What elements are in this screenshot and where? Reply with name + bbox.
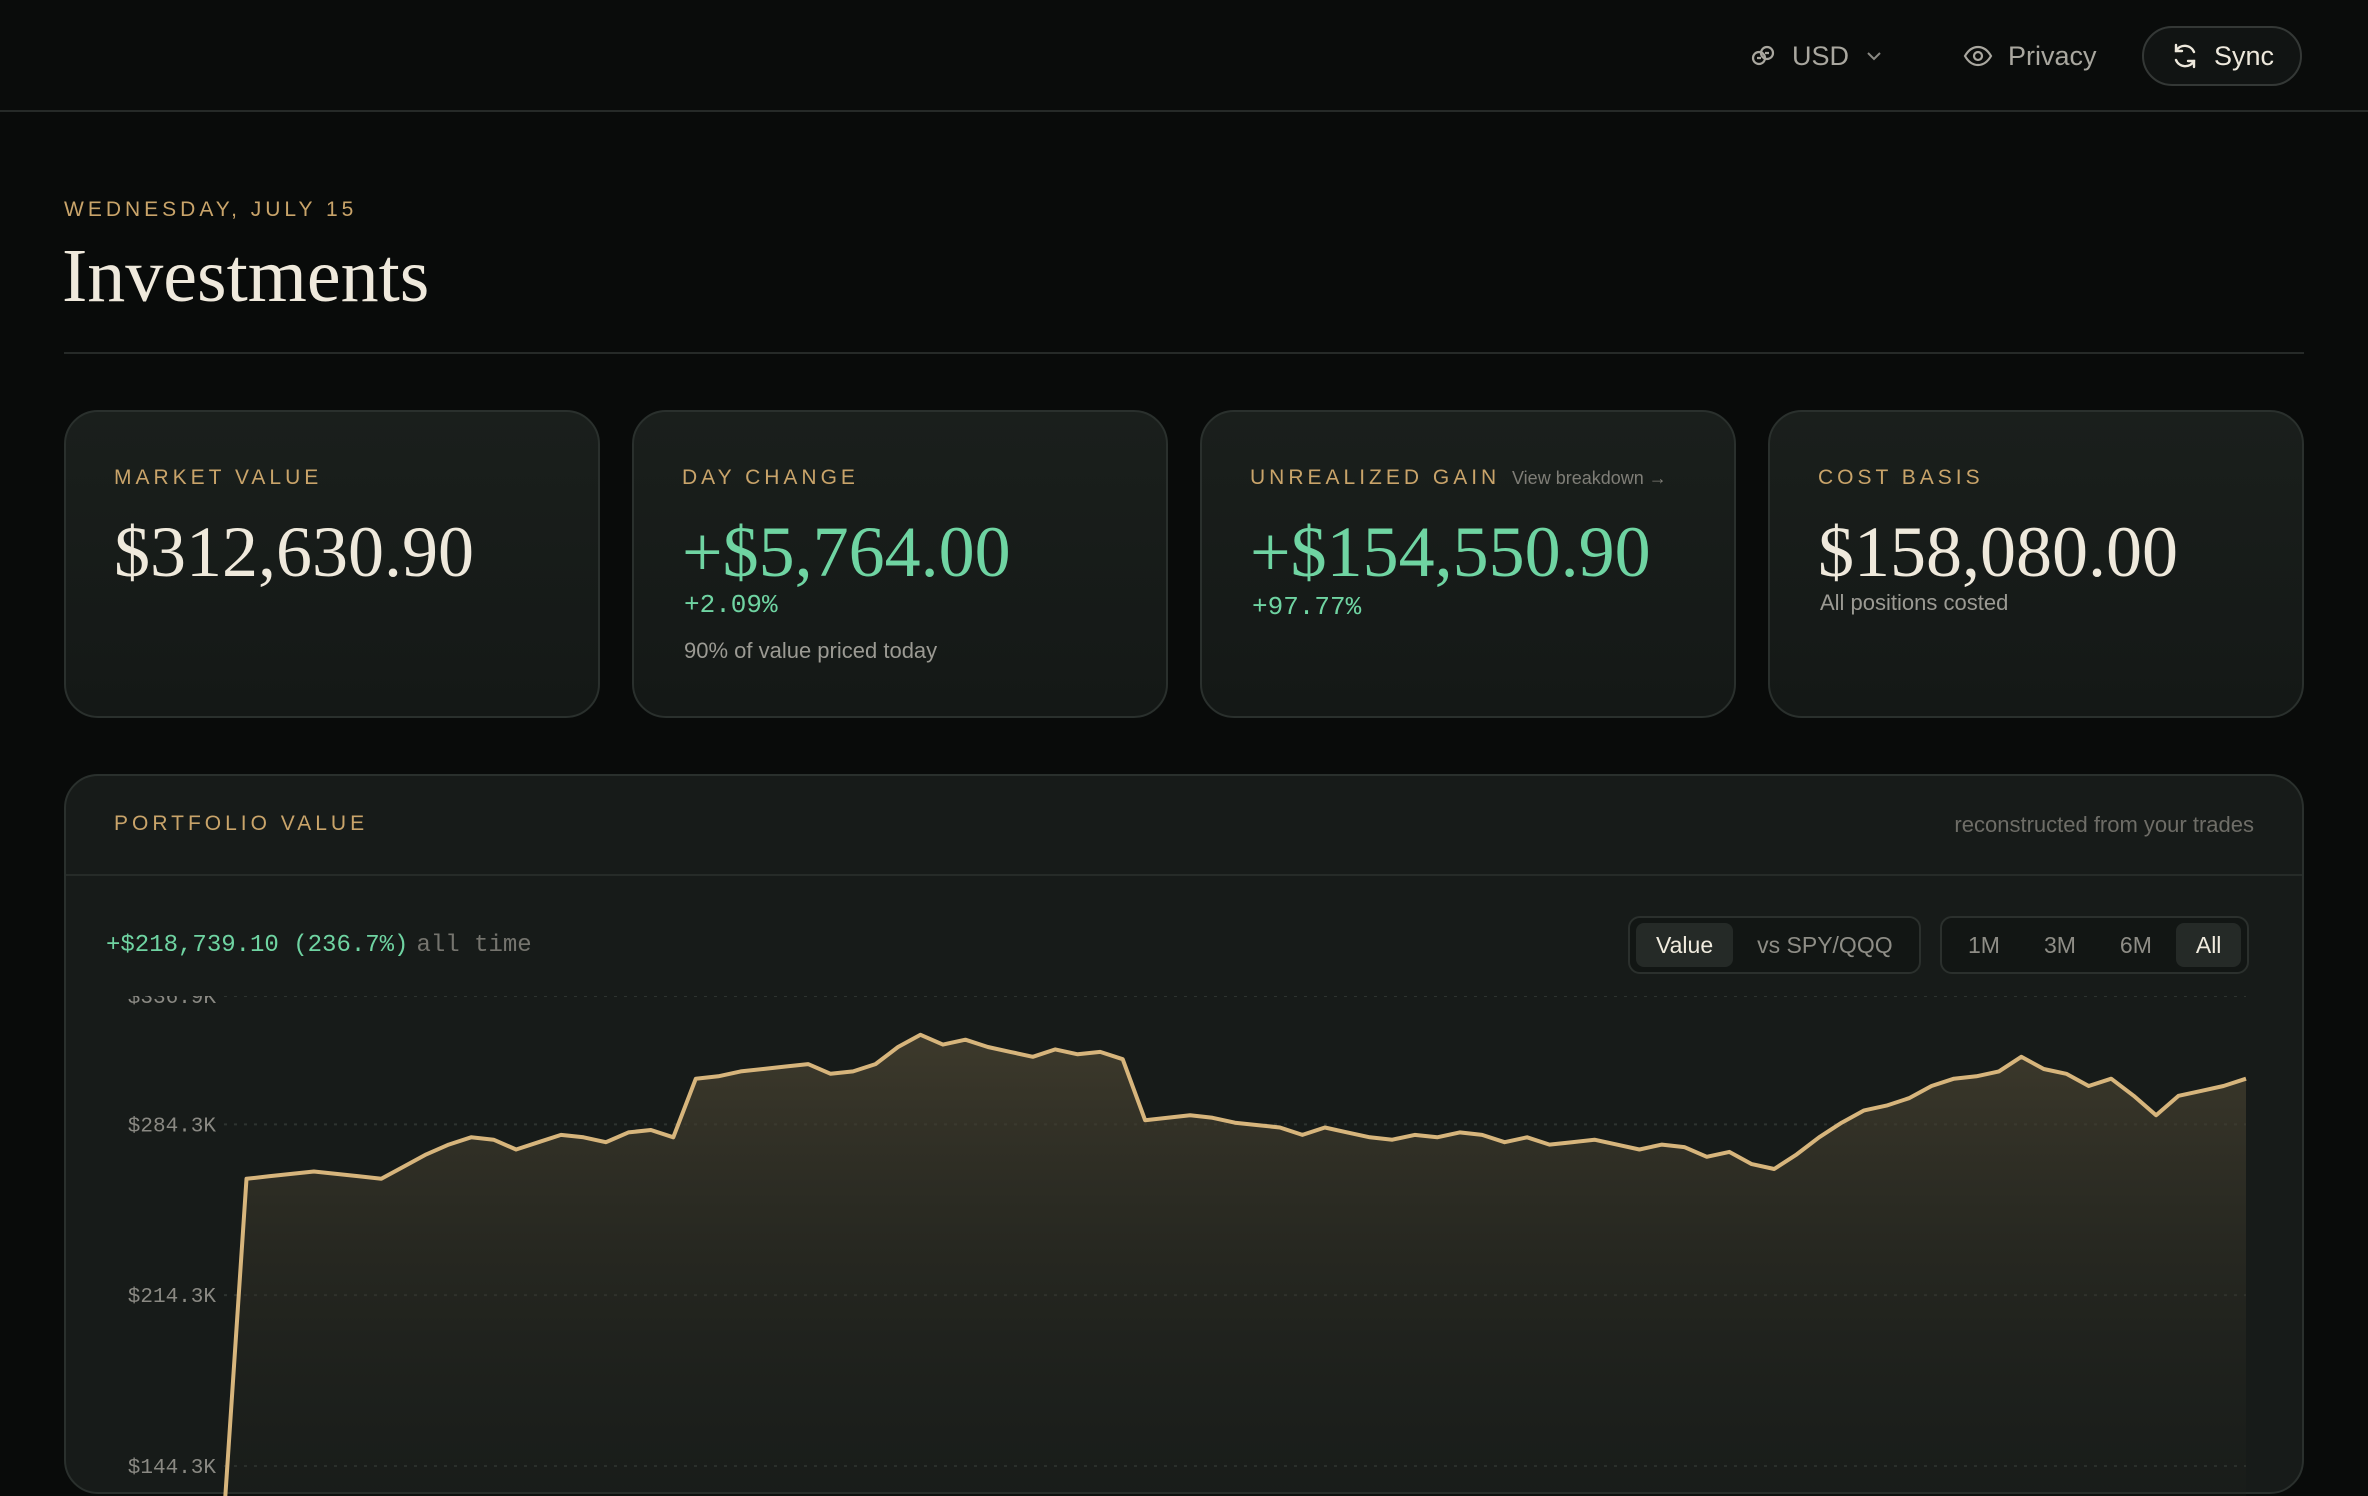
cost-basis-card: COST BASIS $158,080.00 All positions cos…	[1768, 410, 2304, 718]
privacy-label: Privacy	[2008, 40, 2097, 71]
card-label: COST BASIS	[1818, 466, 1984, 489]
card-label: MARKET VALUE	[114, 466, 323, 489]
header-divider	[64, 352, 2304, 354]
range-6m-option[interactable]: 6M	[2119, 931, 2152, 958]
page-title: Investments	[62, 234, 430, 318]
range-3m-option[interactable]: 3M	[2043, 931, 2076, 958]
sync-label: Sync	[2213, 40, 2275, 71]
currency-label: USD	[1792, 40, 1850, 71]
card-note: 90% of value priced today	[684, 638, 938, 663]
card-percent: +97.77%	[1252, 592, 1362, 622]
y-tick-label: $284.3K	[128, 1115, 217, 1138]
portfolio-value-panel: PORTFOLIO VALUE reconstructed from your …	[64, 774, 2304, 1496]
y-tick-label: $144.3K	[128, 1457, 217, 1480]
panel-note: reconstructed from your trades	[1954, 812, 2254, 837]
portfolio-value-chart: $336.9K $284.3K $214.3K $144.3K	[128, 996, 2247, 1496]
panel-title: PORTFOLIO VALUE	[114, 812, 369, 835]
alltime-gain: +$218,739.10 (236.7%)	[106, 932, 409, 959]
range-1m-option[interactable]: 1M	[1968, 931, 2000, 958]
card-note: All positions costed	[1820, 590, 2009, 615]
alltime-suffix: all time	[416, 932, 532, 959]
view-breakdown-link[interactable]: View breakdown →	[1512, 468, 1667, 488]
card-label: DAY CHANGE	[682, 466, 859, 489]
sync-button[interactable]: Sync	[2142, 26, 2302, 86]
page-date: WEDNESDAY, JULY 15	[64, 198, 358, 221]
card-value: +$5,764.00	[682, 512, 1011, 592]
portfolio-series-line	[223, 1032, 2247, 1496]
top-bar: USD Privacy Sync	[0, 0, 2368, 112]
time-range-toggle: 1M 3M 6M All	[1940, 916, 2250, 974]
card-value: $312,630.90	[114, 512, 474, 592]
mode-value-option[interactable]: Value	[1636, 923, 1734, 967]
refresh-icon	[2170, 41, 2200, 71]
market-value-card: MARKET VALUE $312,630.90	[64, 410, 600, 718]
y-tick-label: $214.3K	[128, 1286, 217, 1309]
privacy-toggle[interactable]: Privacy	[1962, 26, 2097, 86]
mode-benchmark-option[interactable]: vs SPY/QQQ	[1757, 931, 1893, 958]
portfolio-area	[225, 1034, 2246, 1496]
range-all-option[interactable]: All	[2175, 923, 2242, 967]
chart-mode-toggle: Value vs SPY/QQQ	[1628, 916, 1921, 974]
panel-header: PORTFOLIO VALUE reconstructed from your …	[66, 776, 2302, 876]
unrealized-gain-card: UNREALIZED GAIN View breakdown → +$154,5…	[1200, 410, 1736, 718]
card-value: +$154,550.90	[1250, 512, 1651, 592]
y-tick-label: $336.9K	[128, 996, 217, 1010]
card-value: $158,080.00	[1818, 512, 2178, 592]
coins-icon	[1748, 41, 1778, 71]
day-change-card: DAY CHANGE +$5,764.00 +2.09% 90% of valu…	[632, 410, 1168, 718]
currency-selector[interactable]: USD	[1748, 26, 1885, 86]
card-label: UNREALIZED GAIN	[1250, 466, 1501, 489]
eye-icon	[1962, 41, 1994, 71]
chevron-down-icon	[1863, 45, 1885, 67]
alltime-summary: +$218,739.10 (236.7%) all time	[106, 932, 532, 959]
card-percent: +2.09%	[684, 590, 778, 620]
